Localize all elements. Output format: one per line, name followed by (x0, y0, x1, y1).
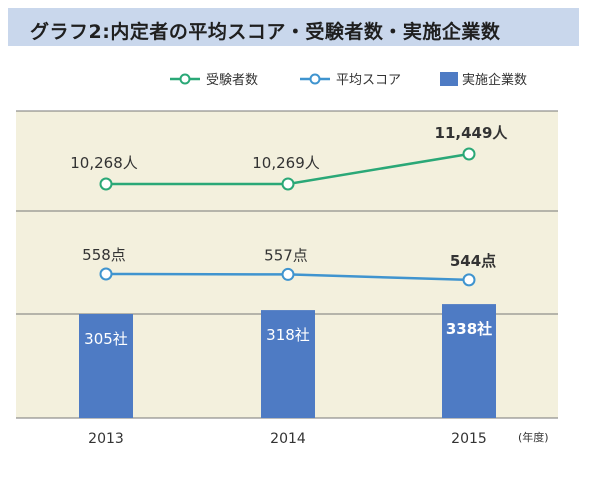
applicants-point-2014 (281, 177, 295, 191)
score-label-2013: 558点 (82, 246, 126, 264)
score-label-2015: 544点 (450, 252, 496, 270)
applicants-label-2015: 11,449人 (435, 124, 509, 142)
chart-title-bar: グラフ2:内定者の平均スコア・受験者数・実施企業数 (8, 8, 579, 46)
bar-2013 (79, 314, 133, 418)
x-axis-unit-label: (年度) (518, 430, 549, 444)
x-tick-label-2013: 2013 (88, 431, 124, 447)
legend-companies-label: 実施企業数 (462, 72, 527, 88)
applicants-label-2014: 10,269人 (252, 154, 320, 172)
score-point-2014 (281, 267, 295, 281)
applicants-label-2013: 10,268人 (70, 154, 138, 172)
legend-companies-swatch (440, 72, 458, 86)
bar-label-2014: 318社 (266, 326, 310, 344)
bar-2015 (442, 304, 496, 418)
score-point-2013 (99, 267, 113, 281)
legend-score-marker (309, 73, 321, 85)
legend: 受験者数 平均スコア 実施企業数 (170, 72, 527, 88)
chart-title: グラフ2:内定者の平均スコア・受験者数・実施企業数 (30, 21, 501, 43)
legend-score-label: 平均スコア (336, 73, 401, 88)
score-point-2015 (462, 273, 476, 287)
chart-marks: 305社 318社 338社 558点 557点 544点 10,268人 10,269人 11… (70, 124, 508, 447)
applicants-point-2015 (462, 147, 476, 161)
applicants-point-2013 (99, 177, 113, 191)
bar-label-2013: 305社 (84, 330, 128, 348)
x-tick-label-2014: 2014 (270, 431, 306, 447)
score-label-2014: 557点 (264, 246, 308, 264)
legend-applicants-label: 受験者数 (206, 73, 258, 88)
legend-applicants-marker (179, 73, 191, 85)
bar-label-2015: 338社 (446, 320, 492, 338)
bar-2014 (261, 310, 315, 418)
x-tick-label-2015: 2015 (451, 431, 487, 447)
